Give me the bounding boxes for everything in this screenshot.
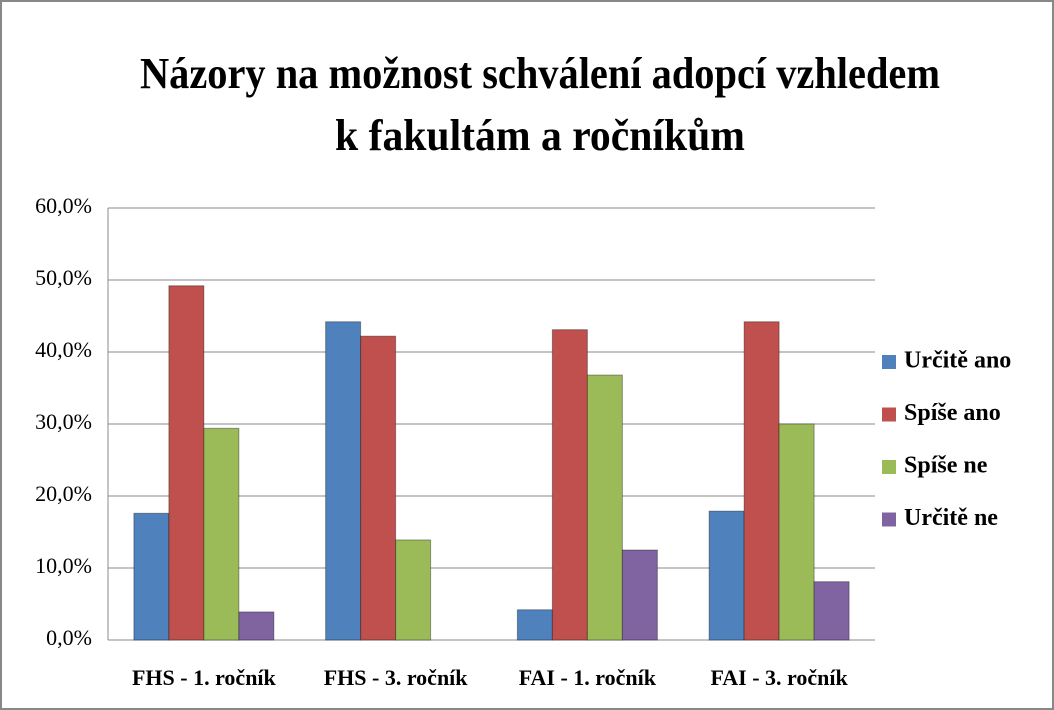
legend-swatch [882, 460, 896, 474]
legend-swatch [882, 407, 896, 422]
y-tick-label: 40,0% [35, 337, 92, 362]
x-tick-label: FAI - 3. ročník [710, 665, 848, 690]
chart-title: Názory na možnost schválení adopcí vzhle… [140, 49, 940, 98]
bar [778, 423, 815, 641]
y-tick-label: 10,0% [35, 553, 92, 578]
bar [395, 539, 432, 641]
bar [133, 512, 170, 641]
bar [586, 374, 623, 641]
y-tick-label: 60,0% [35, 193, 92, 218]
y-tick-label: 20,0% [35, 481, 92, 506]
legend-label: Spíše ano [904, 400, 1001, 426]
chart-title: k fakultám a ročníkům [335, 111, 745, 160]
y-tick-label: 0,0% [46, 625, 92, 650]
bar [168, 285, 205, 641]
legend-label: Určitě ne [904, 505, 998, 531]
legend-label: Spíše ne [904, 453, 988, 479]
bar [238, 611, 275, 641]
bar [325, 321, 362, 641]
x-tick-label: FHS - 1. ročník [132, 665, 277, 690]
bar [551, 329, 588, 641]
bar [360, 335, 397, 641]
y-tick-label: 30,0% [35, 409, 92, 434]
legend-label: Určitě ano [904, 348, 1011, 374]
bar [203, 427, 240, 641]
y-tick-label: 50,0% [35, 265, 92, 290]
bar [743, 321, 780, 641]
legend-swatch [882, 355, 896, 369]
legend-swatch [882, 512, 896, 527]
bar [708, 510, 745, 641]
bar [813, 581, 850, 641]
bar [516, 609, 553, 641]
x-tick-label: FHS - 3. ročník [324, 665, 469, 690]
x-tick-label: FAI - 1. ročník [519, 665, 657, 690]
bar [621, 549, 658, 641]
